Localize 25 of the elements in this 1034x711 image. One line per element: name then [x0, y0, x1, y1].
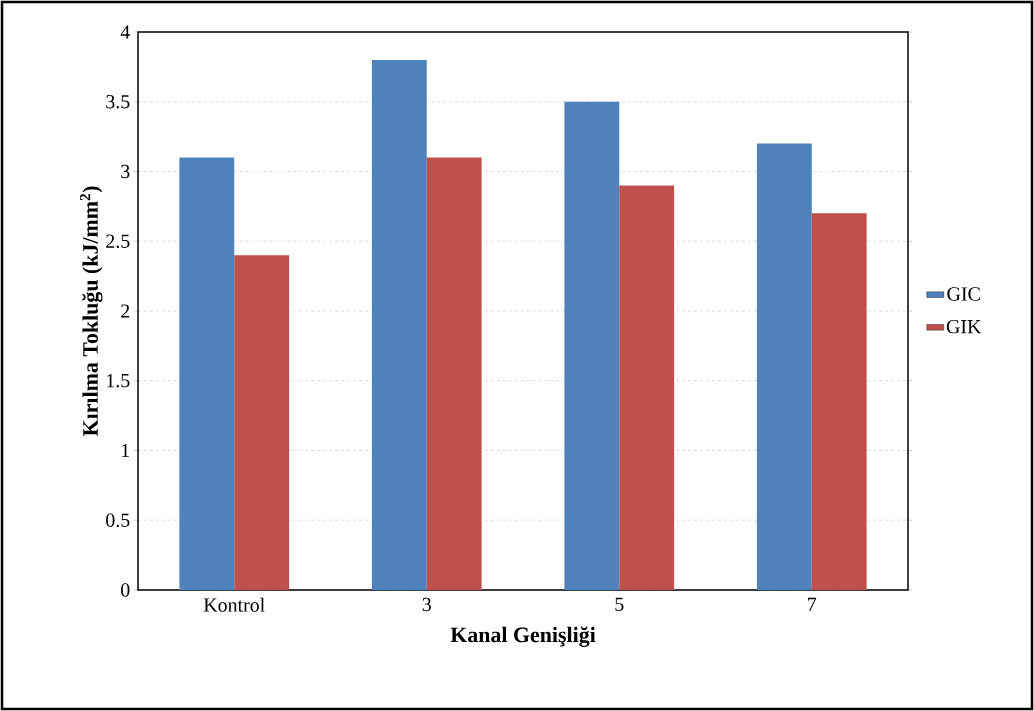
y-tick-label: 1: [122, 443, 130, 458]
bar: [564, 101, 620, 590]
x-tick-label: 3: [422, 597, 431, 612]
y-tick-label: 2.5: [106, 234, 130, 248]
y-tick-label: 0.5: [106, 513, 130, 527]
bar: [234, 255, 290, 590]
bar: [179, 157, 235, 590]
legend-label: GIK: [946, 319, 982, 334]
y-tick-label: 3.5: [106, 95, 130, 109]
bar: [756, 143, 812, 590]
bar: [426, 157, 482, 590]
y-tick-label: 0: [121, 583, 130, 597]
y-axis-title: Kırılma Tokluğu (kJ/mm$^{2}$): [80, 186, 103, 437]
bar: [811, 213, 867, 590]
x-tick-label: 7: [808, 597, 817, 611]
y-tick-label: 1.5: [107, 374, 130, 388]
legend-label: GIC: [947, 287, 980, 301]
x-axis-title: Kanal Genişliği: [450, 626, 596, 647]
y-tick-label: 4: [120, 25, 130, 39]
y-tick-label: 3: [121, 164, 130, 179]
bar: [619, 185, 675, 590]
bar: [371, 59, 427, 590]
x-tick-label: Kontrol: [203, 597, 265, 612]
y-tick-label: 2: [121, 304, 130, 318]
x-tick-label: 5: [615, 597, 624, 611]
